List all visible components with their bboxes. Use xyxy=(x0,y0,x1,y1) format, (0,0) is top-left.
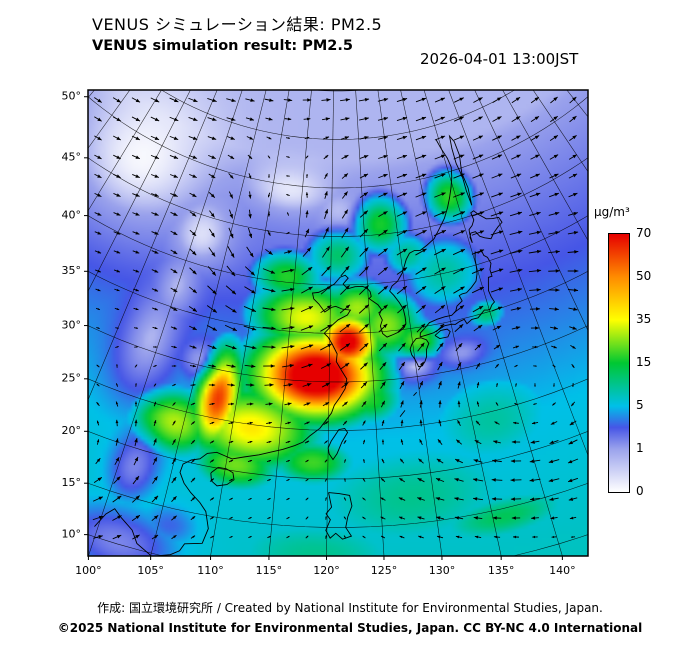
colorbar xyxy=(608,233,630,493)
colorbar-tick-label: 0 xyxy=(636,484,644,498)
datetime-label: 2026-04-01 13:00JST xyxy=(420,50,579,68)
colorbar-unit-label: µg/m³ xyxy=(594,205,630,219)
page-title-japanese: VENUS シミュレーション結果: PM2.5 xyxy=(92,15,383,34)
colorbar-tick-label: 35 xyxy=(636,312,652,326)
page-title-english: VENUS simulation result: PM2.5 xyxy=(92,38,353,54)
colorbar-tick-label: 70 xyxy=(636,226,652,240)
colorbar-tick-label: 50 xyxy=(636,269,652,283)
colorbar-tick-label: 15 xyxy=(636,355,652,369)
colorbar-tick-label: 5 xyxy=(636,398,644,412)
copyright-line: ©2025 National Institute for Environment… xyxy=(57,621,643,635)
credit-line: 作成: 国立環境研究所 / Created by National Instit… xyxy=(97,601,603,615)
colorbar-tick-label: 1 xyxy=(636,441,644,455)
